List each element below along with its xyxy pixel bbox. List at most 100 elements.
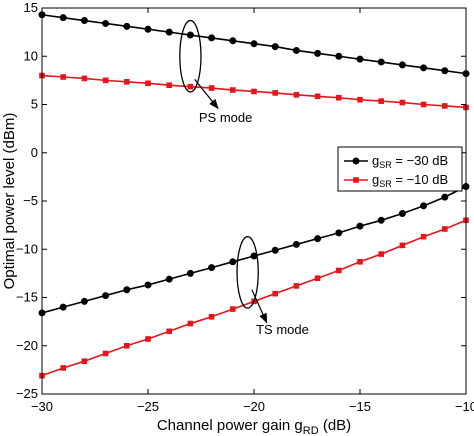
data-point — [336, 267, 342, 274]
data-point — [377, 216, 385, 224]
data-point — [124, 342, 130, 349]
legend-entry: gSR = −30 dB — [344, 153, 448, 170]
x-tick-label: −10 — [455, 399, 474, 414]
data-point — [293, 283, 300, 289]
data-point — [356, 55, 364, 63]
annotation-ellipse — [179, 19, 202, 93]
data-point — [336, 94, 342, 101]
data-point — [230, 87, 236, 93]
x-tick-label: −15 — [349, 399, 371, 414]
data-point — [356, 222, 364, 230]
data-point — [442, 103, 448, 109]
x-tick-label: −30 — [31, 399, 53, 414]
data-point — [165, 275, 173, 283]
data-point — [271, 43, 279, 51]
y-tick-label: −15 — [16, 290, 38, 305]
data-point — [420, 202, 428, 210]
data-point — [314, 93, 321, 100]
data-point — [59, 303, 67, 311]
y-tick-label: −25 — [16, 386, 38, 401]
data-point — [229, 258, 237, 266]
data-point — [102, 19, 110, 27]
data-point — [353, 177, 359, 183]
x-axis-label: Channel power gain gRD (dB) — [157, 417, 351, 436]
data-point — [102, 292, 110, 300]
data-point — [102, 77, 109, 84]
legend-label: gSR = −30 dB — [372, 153, 448, 170]
data-point — [441, 67, 449, 75]
annotation-arrow — [251, 289, 268, 324]
data-point — [166, 328, 172, 335]
data-point — [59, 14, 67, 22]
data-point — [314, 275, 321, 281]
data-point — [123, 22, 131, 30]
data-point — [272, 90, 278, 96]
data-point — [186, 31, 194, 39]
data-point — [186, 269, 194, 277]
data-point — [357, 258, 363, 265]
data-point — [165, 28, 173, 36]
data-point — [314, 49, 322, 57]
data-point — [377, 58, 385, 66]
data-point — [80, 297, 88, 305]
data-point — [357, 96, 363, 103]
y-tick-label: 10 — [24, 48, 38, 63]
data-point — [144, 281, 152, 289]
data-point — [271, 246, 279, 254]
data-point — [145, 80, 151, 87]
annotation-label: PS mode — [199, 110, 252, 125]
annotation-ellipse — [236, 236, 259, 309]
data-point — [144, 25, 152, 33]
data-point — [293, 92, 300, 98]
data-point — [292, 240, 300, 248]
annotation-arrow — [194, 79, 219, 110]
data-point — [251, 88, 257, 95]
data-point — [352, 157, 360, 165]
data-point — [102, 350, 109, 357]
data-point — [250, 40, 258, 48]
legend-label: gSR = −10 dB — [372, 172, 448, 189]
data-point — [60, 74, 66, 80]
data-point — [420, 101, 427, 108]
y-tick-label: −5 — [23, 193, 38, 208]
data-point — [229, 37, 237, 45]
data-point — [81, 358, 88, 364]
data-point — [399, 242, 406, 249]
data-point — [208, 34, 216, 42]
data-point — [314, 235, 322, 243]
data-point — [378, 251, 384, 257]
data-point — [399, 99, 406, 106]
legend: gSR = −30 dB gSR = −10 dB — [337, 146, 463, 192]
data-point — [81, 75, 88, 82]
data-point — [187, 320, 194, 327]
y-tick-label: −20 — [16, 338, 38, 353]
data-point — [187, 83, 194, 90]
x-tick-label: −20 — [243, 399, 265, 414]
legend-box — [337, 146, 463, 192]
annotation-label: TS mode — [256, 322, 309, 337]
y-tick-label: −10 — [16, 241, 38, 256]
data-point — [166, 82, 172, 88]
data-point — [420, 64, 428, 72]
data-point — [123, 286, 131, 294]
data-point — [208, 85, 215, 91]
data-point — [378, 98, 384, 104]
data-point — [420, 233, 427, 240]
data-point — [398, 61, 406, 69]
data-point — [335, 229, 343, 237]
data-point — [442, 226, 448, 232]
y-tick-label: 15 — [24, 0, 38, 15]
data-point — [292, 46, 300, 54]
data-point — [335, 52, 343, 60]
legend-entry: gSR = −10 dB — [344, 172, 448, 189]
data-point — [145, 336, 151, 342]
series-layer — [38, 11, 470, 379]
data-point — [60, 365, 66, 371]
annotation-layer: PS mode TS mode — [179, 19, 309, 337]
data-point — [398, 210, 406, 218]
y-tick-label: 0 — [31, 145, 38, 160]
y-axis-label: Optimal power level (dBm) — [1, 113, 18, 290]
data-point — [230, 306, 236, 312]
